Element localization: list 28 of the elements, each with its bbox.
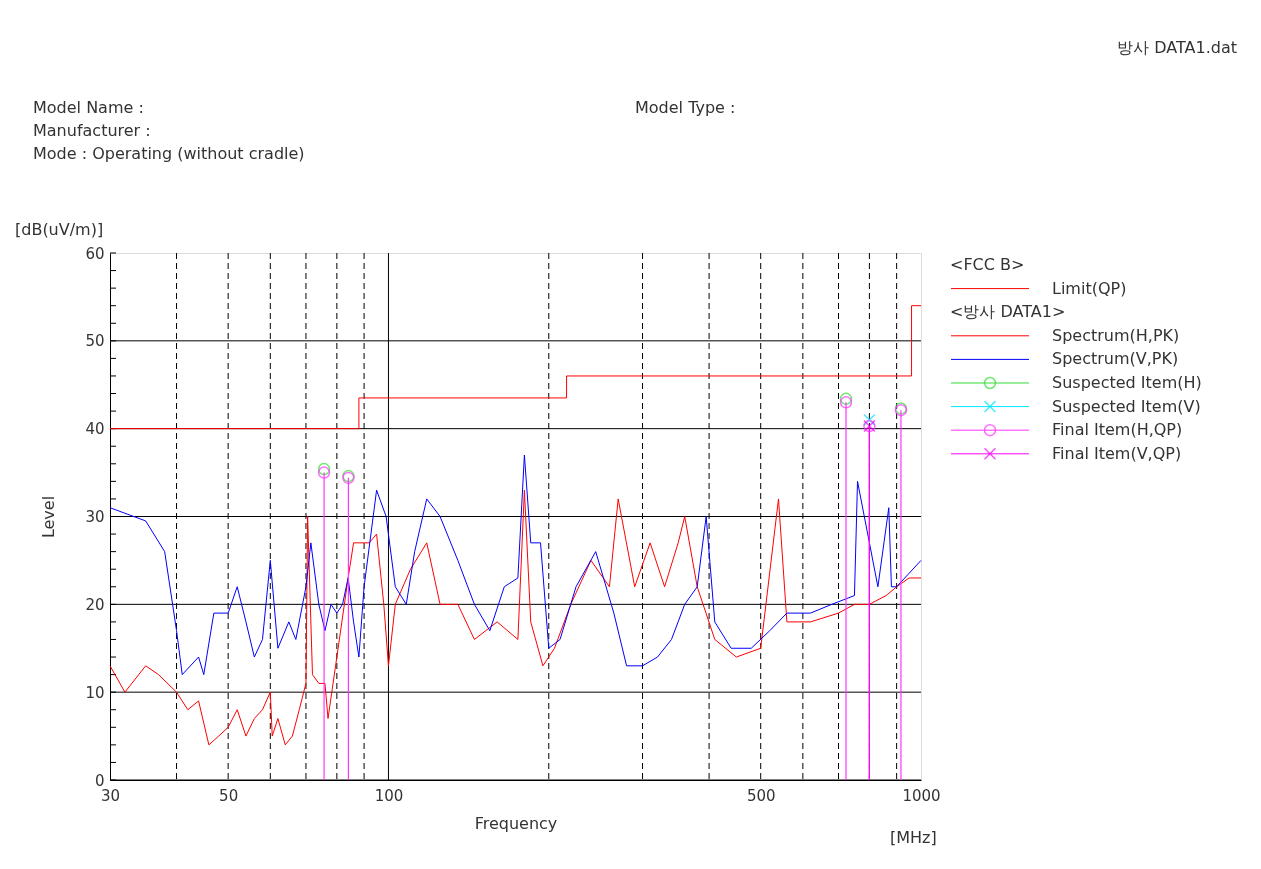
y-tick-label: 60 — [85, 244, 105, 263]
x-axis-title: Frequency — [474, 813, 558, 833]
y-tick-label: 20 — [85, 595, 105, 614]
x-tick-label: 1000 — [902, 786, 941, 805]
legend-label: Suspected Item(V) — [1052, 396, 1201, 416]
legend-label: Final Item(V,QP) — [1052, 443, 1182, 463]
legend-label: Suspected Item(H) — [1052, 373, 1202, 392]
text: <방사 DATA1> — [950, 302, 1066, 322]
legend-label: Spectrum(H,PK) — [1052, 325, 1180, 345]
text: Mode : Operating (without cradle) — [33, 144, 305, 163]
legend-label: Spectrum(V,PK) — [1052, 349, 1179, 369]
text: Model Name : — [33, 98, 144, 117]
y-tick-label: 10 — [85, 683, 105, 702]
legend-label: Final Item(H,QP) — [1052, 420, 1183, 440]
text: Manufacturer : — [33, 121, 151, 140]
legend-label: Limit(QP) — [1052, 278, 1127, 298]
text: 방사 DATA1.dat — [1117, 38, 1237, 57]
text: [MHz] — [890, 828, 937, 847]
text: Model Type : — [635, 98, 736, 117]
text: [dB(uV/m)] — [15, 220, 104, 239]
x-tick-label: 100 — [374, 786, 404, 805]
text: <FCC B> — [950, 255, 1025, 274]
x-tick-label: 50 — [219, 786, 239, 805]
y-tick-label: 50 — [85, 332, 105, 351]
y-axis-title: Level — [39, 495, 59, 539]
y-tick-label: 30 — [85, 508, 105, 526]
y-tick-label: 40 — [85, 420, 105, 439]
x-tick-label: 500 — [746, 786, 776, 805]
